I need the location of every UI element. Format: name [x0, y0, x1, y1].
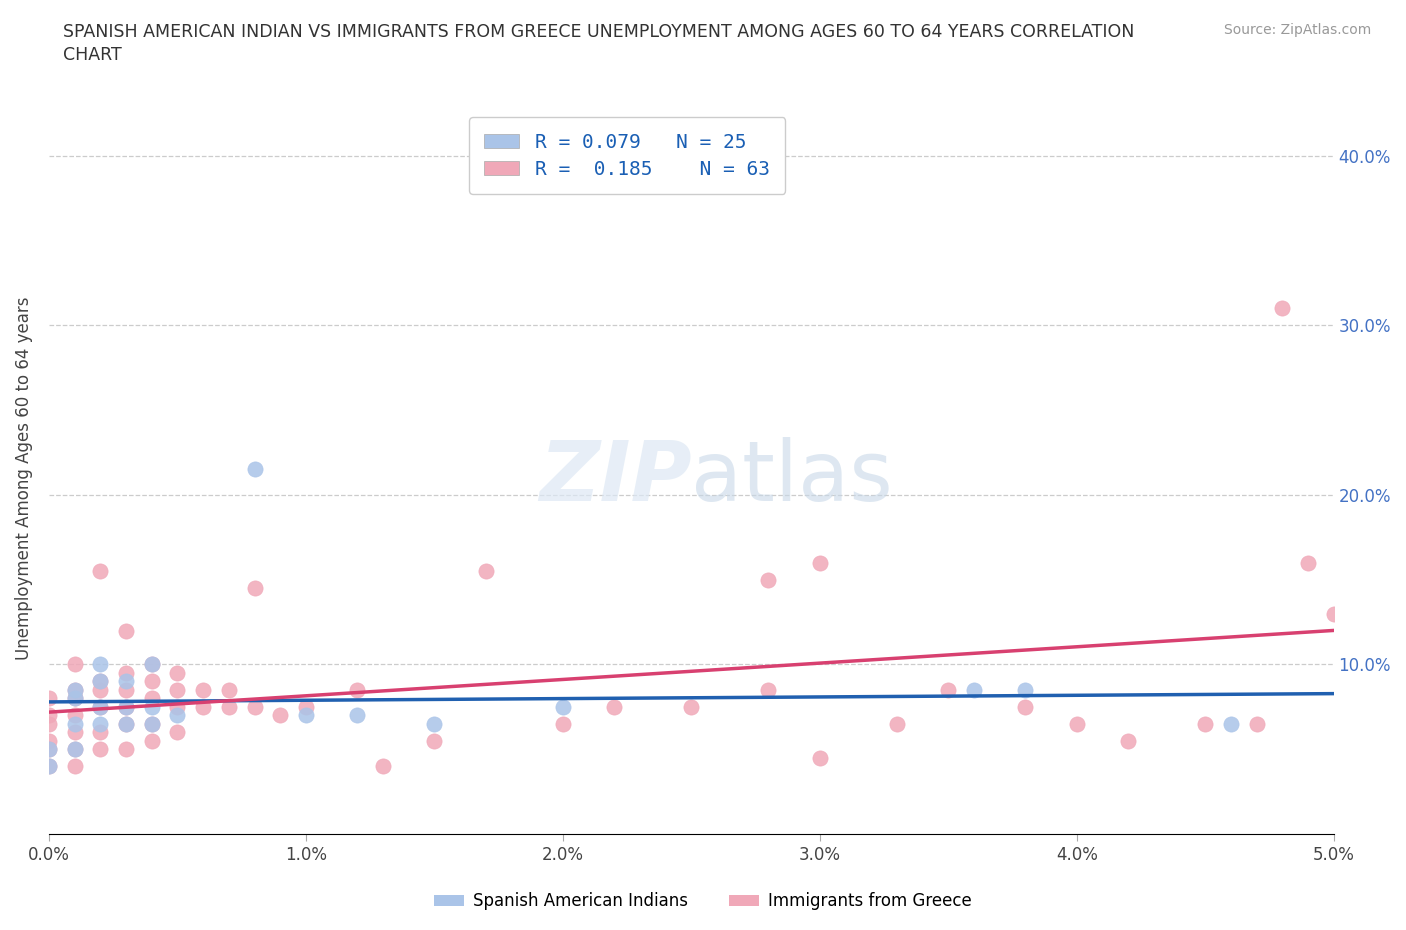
- Point: [141, 734, 163, 749]
- Point: [141, 674, 163, 689]
- Point: [63, 683, 86, 698]
- Point: [89, 699, 111, 714]
- Point: [551, 716, 574, 731]
- Point: [38, 734, 60, 749]
- Point: [551, 699, 574, 714]
- Point: [218, 683, 240, 698]
- Point: [1296, 555, 1319, 570]
- Point: [89, 564, 111, 578]
- Point: [115, 674, 138, 689]
- Point: [63, 708, 86, 723]
- Point: [115, 716, 138, 731]
- Point: [38, 742, 60, 757]
- Point: [243, 462, 266, 477]
- Point: [603, 699, 626, 714]
- Point: [346, 708, 368, 723]
- Point: [243, 580, 266, 595]
- Point: [681, 699, 703, 714]
- Point: [295, 699, 318, 714]
- Point: [936, 683, 959, 698]
- Point: [191, 683, 214, 698]
- Point: [1014, 699, 1036, 714]
- Point: [166, 683, 188, 698]
- Point: [423, 716, 446, 731]
- Point: [63, 716, 86, 731]
- Point: [808, 751, 831, 765]
- Point: [1116, 734, 1139, 749]
- Text: ZIP: ZIP: [538, 437, 692, 518]
- Point: [63, 724, 86, 739]
- Point: [141, 699, 163, 714]
- Point: [89, 658, 111, 672]
- Point: [115, 742, 138, 757]
- Point: [758, 683, 780, 698]
- Text: SPANISH AMERICAN INDIAN VS IMMIGRANTS FROM GREECE UNEMPLOYMENT AMONG AGES 60 TO : SPANISH AMERICAN INDIAN VS IMMIGRANTS FR…: [63, 23, 1135, 41]
- Point: [63, 742, 86, 757]
- Point: [346, 683, 368, 698]
- Point: [1219, 716, 1241, 731]
- Point: [38, 691, 60, 706]
- Point: [63, 691, 86, 706]
- Point: [886, 716, 908, 731]
- Point: [63, 759, 86, 774]
- Point: [1246, 716, 1268, 731]
- Point: [166, 699, 188, 714]
- Point: [1271, 301, 1294, 316]
- Point: [38, 759, 60, 774]
- Point: [115, 699, 138, 714]
- Point: [63, 691, 86, 706]
- Point: [808, 555, 831, 570]
- Point: [38, 708, 60, 723]
- Point: [89, 699, 111, 714]
- Point: [1014, 683, 1036, 698]
- Point: [371, 759, 394, 774]
- Point: [115, 666, 138, 681]
- Point: [38, 759, 60, 774]
- Point: [166, 708, 188, 723]
- Point: [1194, 716, 1216, 731]
- Point: [89, 742, 111, 757]
- Text: atlas: atlas: [692, 437, 893, 518]
- Point: [474, 564, 496, 578]
- Point: [89, 683, 111, 698]
- Point: [89, 724, 111, 739]
- Point: [1066, 716, 1088, 731]
- Point: [115, 683, 138, 698]
- Point: [963, 683, 986, 698]
- Y-axis label: Unemployment Among Ages 60 to 64 years: Unemployment Among Ages 60 to 64 years: [15, 297, 32, 659]
- Point: [269, 708, 291, 723]
- Point: [243, 699, 266, 714]
- Point: [166, 724, 188, 739]
- Point: [89, 674, 111, 689]
- Point: [38, 742, 60, 757]
- Point: [1323, 606, 1346, 621]
- Point: [141, 716, 163, 731]
- Text: Source: ZipAtlas.com: Source: ZipAtlas.com: [1223, 23, 1371, 37]
- Point: [115, 716, 138, 731]
- Text: CHART: CHART: [63, 46, 122, 64]
- Point: [423, 734, 446, 749]
- Point: [63, 742, 86, 757]
- Point: [63, 683, 86, 698]
- Point: [141, 691, 163, 706]
- Point: [218, 699, 240, 714]
- Point: [141, 658, 163, 672]
- Point: [38, 716, 60, 731]
- Point: [115, 623, 138, 638]
- Point: [758, 572, 780, 587]
- Point: [141, 716, 163, 731]
- Point: [191, 699, 214, 714]
- Legend: Spanish American Indians, Immigrants from Greece: Spanish American Indians, Immigrants fro…: [427, 885, 979, 917]
- Point: [295, 708, 318, 723]
- Point: [89, 716, 111, 731]
- Legend: R = 0.079   N = 25, R =  0.185    N = 63: R = 0.079 N = 25, R = 0.185 N = 63: [468, 117, 786, 194]
- Point: [89, 674, 111, 689]
- Point: [115, 699, 138, 714]
- Point: [63, 658, 86, 672]
- Point: [141, 658, 163, 672]
- Point: [166, 666, 188, 681]
